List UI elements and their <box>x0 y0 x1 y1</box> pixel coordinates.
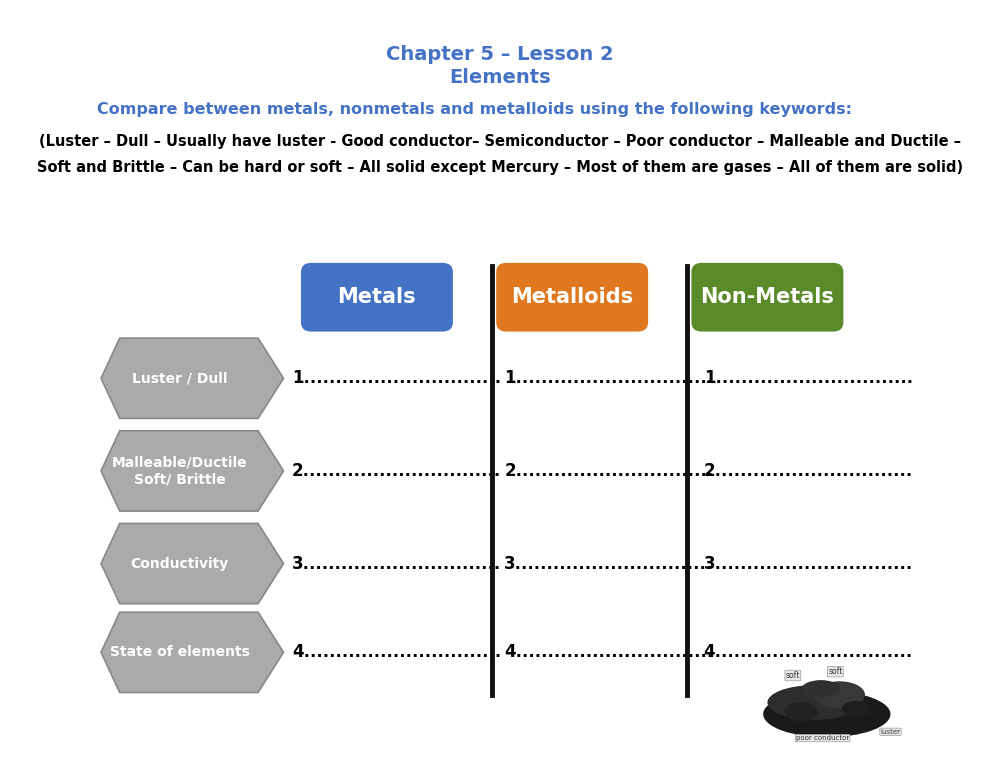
Text: 4...............................: 4............................... <box>292 643 501 662</box>
Text: Malleable/Ductile
Soft/ Brittle: Malleable/Ductile Soft/ Brittle <box>112 455 247 486</box>
Text: 2...............................: 2............................... <box>504 462 713 480</box>
Text: 1...............................: 1............................... <box>504 369 713 388</box>
Text: Metals: Metals <box>338 287 416 307</box>
Text: Metalloids: Metalloids <box>511 287 633 307</box>
Text: 1...............................: 1............................... <box>292 369 501 388</box>
Polygon shape <box>101 612 284 692</box>
Ellipse shape <box>814 681 865 709</box>
Text: luster: luster <box>880 729 900 735</box>
FancyBboxPatch shape <box>496 262 648 332</box>
FancyBboxPatch shape <box>301 262 453 332</box>
Polygon shape <box>101 338 284 418</box>
Text: poor conductor: poor conductor <box>796 735 849 741</box>
Text: soft: soft <box>828 667 842 676</box>
Ellipse shape <box>784 703 818 721</box>
Ellipse shape <box>763 691 890 737</box>
Text: 2...............................: 2............................... <box>704 462 913 480</box>
Text: Conductivity: Conductivity <box>130 557 229 571</box>
Ellipse shape <box>802 680 840 697</box>
Text: Soft and Brittle – Can be hard or soft – All solid except Mercury – Most of them: Soft and Brittle – Can be hard or soft –… <box>37 160 963 175</box>
Text: 3...............................: 3............................... <box>292 554 501 573</box>
Text: 3...............................: 3............................... <box>504 554 713 573</box>
Text: Elements: Elements <box>449 68 551 86</box>
Text: 2...............................: 2............................... <box>292 462 501 480</box>
Text: Chapter 5 – Lesson 2: Chapter 5 – Lesson 2 <box>386 45 614 63</box>
Text: Non-Metals: Non-Metals <box>700 287 834 307</box>
Text: Luster / Dull: Luster / Dull <box>132 371 227 385</box>
Text: State of elements: State of elements <box>110 645 249 659</box>
Text: soft: soft <box>786 671 800 680</box>
Ellipse shape <box>767 686 861 720</box>
Text: (Luster – Dull – Usually have luster - Good conductor– Semiconductor – Poor cond: (Luster – Dull – Usually have luster - G… <box>39 134 961 149</box>
Text: Compare between metals, nonmetals and metalloids using the following keywords:: Compare between metals, nonmetals and me… <box>97 102 852 117</box>
Polygon shape <box>101 523 284 604</box>
Text: 1...............................: 1............................... <box>704 369 913 388</box>
Text: 4...............................: 4............................... <box>504 643 713 662</box>
Text: 3...............................: 3............................... <box>704 554 913 573</box>
Text: 4...............................: 4............................... <box>704 643 913 662</box>
Ellipse shape <box>842 701 871 716</box>
Polygon shape <box>101 431 284 511</box>
FancyBboxPatch shape <box>691 262 843 332</box>
